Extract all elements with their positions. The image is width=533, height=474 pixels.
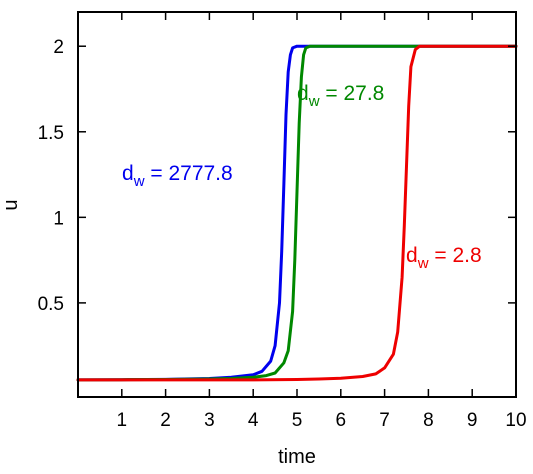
y-tick-label: 2 — [53, 37, 64, 58]
x-tick-label: 8 — [423, 410, 434, 431]
x-tick-label: 1 — [117, 410, 128, 431]
x-tick-label: 3 — [204, 410, 215, 431]
series-label-2: dw = 2.8 — [406, 244, 482, 272]
series-label-1: dw = 27.8 — [297, 82, 384, 110]
x-tick-label: 5 — [292, 410, 303, 431]
y-tick-label: 0.5 — [38, 294, 64, 315]
y-axis-title: u — [0, 199, 22, 210]
x-axis-title: time — [278, 446, 316, 468]
x-tick-label: 4 — [248, 410, 259, 431]
series-layer — [76, 44, 518, 382]
x-tick-label: 7 — [379, 410, 390, 431]
ticks-layer: 1 2 3 4 5 6 7 8 9 10 0.5 1 1.5 2 — [38, 12, 527, 431]
series-label-0: dw = 2777.8 — [122, 162, 233, 190]
x-tick-label: 2 — [160, 410, 171, 431]
x-tick-label: 10 — [505, 410, 526, 431]
x-tick-label: 6 — [336, 410, 347, 431]
series-line-2 — [76, 44, 518, 382]
x-tick-label: 9 — [467, 410, 478, 431]
y-tick-label: 1.5 — [38, 123, 64, 144]
labels-layer: dw = 2777.8 dw = 27.8 dw = 2.8 — [122, 82, 482, 272]
y-tick-label: 1 — [53, 208, 64, 229]
